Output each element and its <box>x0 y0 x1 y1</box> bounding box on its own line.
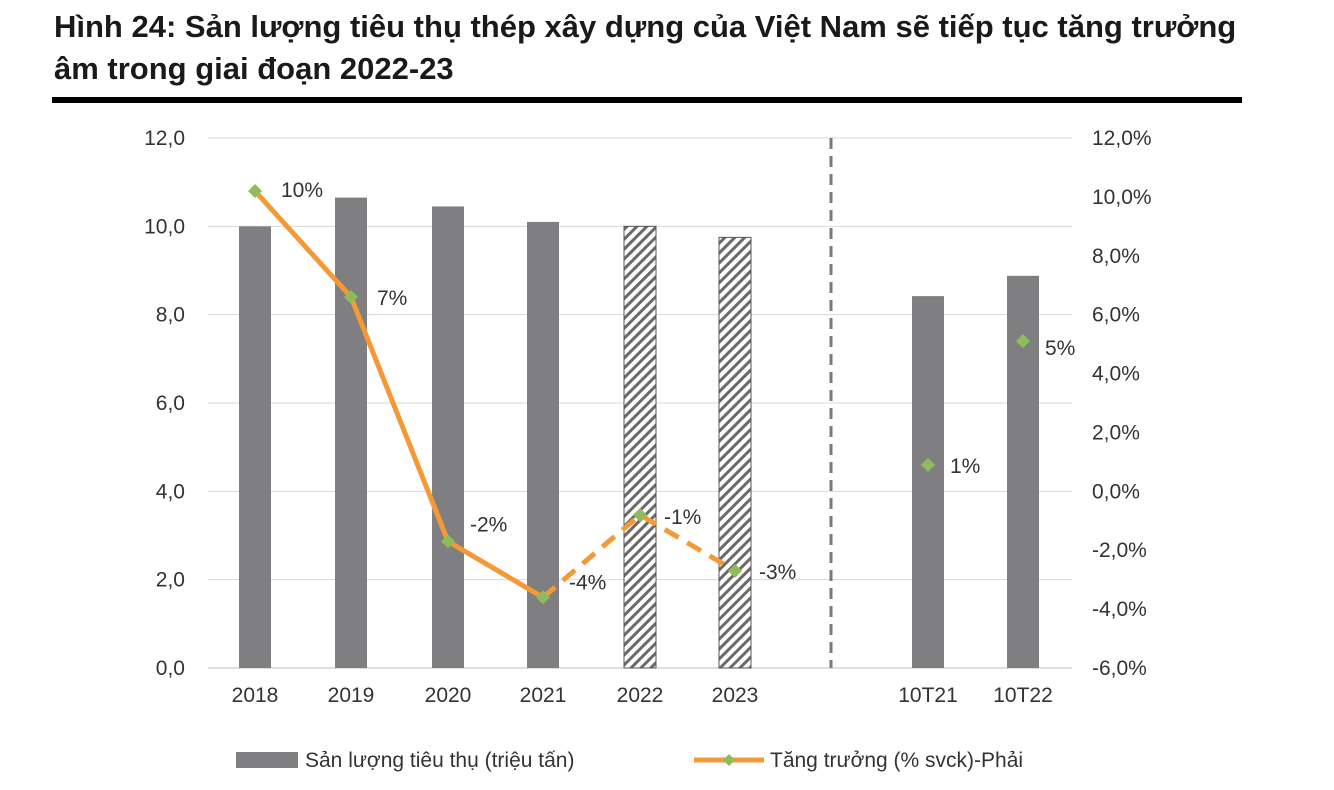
bar <box>239 226 271 669</box>
x-axis-tick-label: 2021 <box>520 684 567 707</box>
growth-line-actual <box>253 189 545 600</box>
growth-data-label: 7% <box>377 287 407 310</box>
left-axis-tick-label: 6,0 <box>156 392 185 415</box>
x-axis-tick-label: 2018 <box>232 684 279 707</box>
x-axis-tick-label: 2019 <box>328 684 375 707</box>
growth-marker <box>441 534 455 549</box>
growth-data-label: 5% <box>1045 337 1075 360</box>
right-axis-tick-label: 10,0% <box>1092 186 1152 209</box>
growth-marker <box>344 290 358 304</box>
growth-marker <box>248 184 262 198</box>
bar <box>718 236 752 669</box>
left-axis-tick-label: 4,0 <box>156 480 185 503</box>
title-rule <box>52 97 1242 103</box>
growth-data-label: -4% <box>569 571 606 594</box>
left-axis-tick-label: 10,0 <box>144 215 185 238</box>
x-axis-tick-label: 10T22 <box>993 684 1053 707</box>
growth-marker <box>728 563 742 578</box>
bar <box>335 197 367 668</box>
x-axis-tick-label: 2020 <box>425 684 472 707</box>
x-axis-tick-label: 2022 <box>617 684 664 707</box>
left-axis-tick-label: 12,0 <box>144 127 185 150</box>
right-axis-tick-label: 8,0% <box>1092 245 1140 268</box>
x-axis-tick-label: 2023 <box>712 684 759 707</box>
right-axis-tick-label: 6,0% <box>1092 304 1140 327</box>
growth-marker <box>633 507 647 522</box>
growth-marker <box>921 457 935 472</box>
right-axis-tick-label: 0,0% <box>1092 480 1140 503</box>
left-axis-tick-label: 8,0 <box>156 304 185 327</box>
growth-marker <box>536 590 550 605</box>
right-axis-tick-label: -4,0% <box>1092 598 1147 621</box>
figure-title: Hình 24: Sản lượng tiêu thụ thép xây dựn… <box>54 9 1237 86</box>
legend-swatch-bars <box>236 752 298 768</box>
growth-data-label: 1% <box>950 455 980 478</box>
growth-data-label: 10% <box>281 179 323 202</box>
right-axis-tick-label: 2,0% <box>1092 421 1140 444</box>
legend-label-bars: Sản lượng tiêu thụ (triệu tấn) <box>305 749 574 772</box>
left-axis-tick-label: 2,0 <box>156 569 185 592</box>
right-axis-tick-label: 12,0% <box>1092 127 1152 150</box>
right-axis-tick-label: -6,0% <box>1092 657 1147 680</box>
growth-marker <box>1016 334 1030 349</box>
bar <box>623 225 657 669</box>
right-axis-tick-label: -2,0% <box>1092 539 1147 562</box>
bar <box>432 206 464 669</box>
legend-swatch-marker <box>723 754 735 766</box>
growth-data-label: -3% <box>759 561 796 584</box>
legend-label-line: Tăng trưởng (% svck)-Phải <box>770 749 1023 772</box>
bar <box>912 296 944 668</box>
growth-data-label: -1% <box>664 506 701 529</box>
left-axis-tick-label: 0,0 <box>156 657 185 680</box>
x-axis-tick-label: 10T21 <box>898 684 958 707</box>
growth-data-label: -2% <box>470 513 507 536</box>
right-axis-tick-label: 4,0% <box>1092 363 1140 386</box>
